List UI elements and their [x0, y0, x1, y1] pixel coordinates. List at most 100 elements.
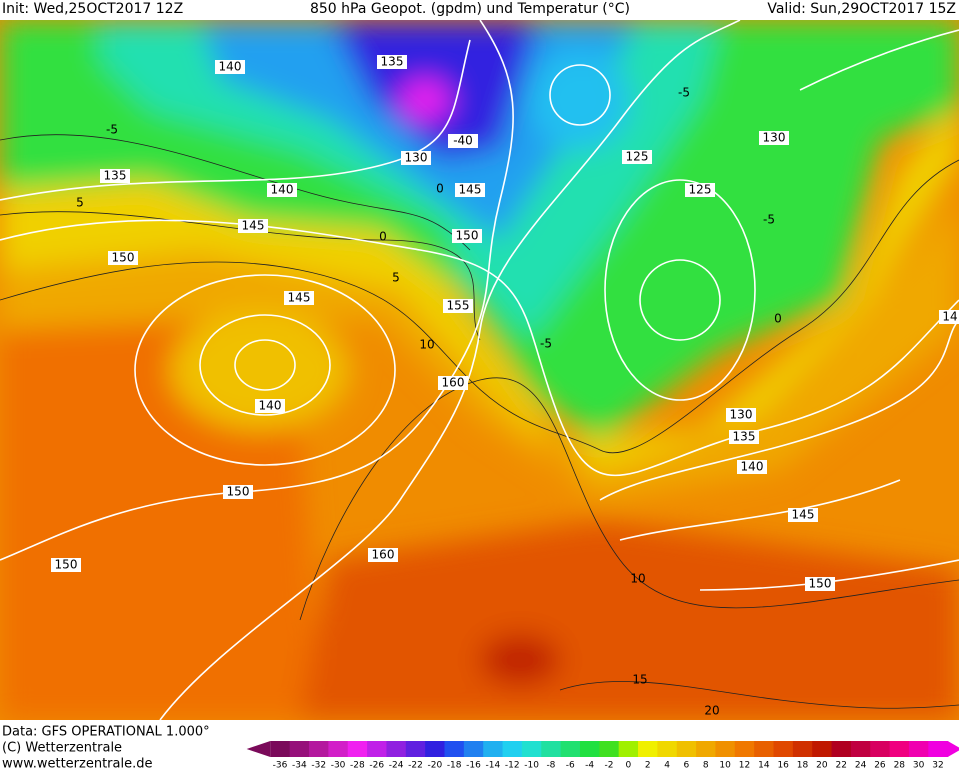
colorbar-label: 12 — [739, 761, 750, 770]
contour-label-box — [685, 183, 715, 197]
isotherm-label: 0 — [379, 230, 387, 244]
colorbar-label: 8 — [703, 761, 709, 770]
contour-label: 130 — [730, 408, 753, 422]
colorbar-label: 6 — [684, 761, 690, 770]
contour-label: 135 — [104, 169, 127, 183]
colorbar-swatch — [405, 741, 426, 757]
contour-label-box — [255, 399, 285, 413]
url: www.wetterzentrale.de — [2, 757, 152, 770]
colorbar-swatch — [386, 741, 407, 757]
colorbar-swatch — [599, 741, 620, 757]
colorbar-label: -8 — [546, 761, 555, 770]
contour-label-box — [452, 229, 482, 243]
colorbar-swatch — [521, 741, 542, 757]
contour-label: 150 — [55, 558, 78, 572]
colorbar-arrow-right — [947, 741, 959, 757]
colorbar-label: 26 — [874, 761, 886, 770]
colorbar-swatch — [754, 741, 774, 757]
contour-label-box — [759, 131, 789, 145]
contour-label-box — [100, 169, 130, 183]
contour-label: 125 — [626, 150, 649, 164]
colorbar-label: -14 — [486, 761, 501, 770]
colorbar-swatch — [638, 741, 658, 757]
colorbar-label: 30 — [913, 761, 925, 770]
colorbar-swatch — [812, 741, 833, 757]
colorbar-swatch — [773, 741, 794, 757]
map-area: 140 1351301401451351501451401501501601601… — [0, 20, 959, 720]
contour-label-box — [726, 408, 756, 422]
colorbar-swatch — [483, 741, 504, 757]
isotherm-label: -5 — [106, 123, 118, 137]
contour-label: 135 — [381, 55, 404, 69]
colorbar: -36 -34 -32 -30 -28 -26 -24 -22 -20 -18 -16 -14 -12-… — [246, 741, 959, 770]
colorbar-swatch — [367, 741, 387, 757]
contour-label-box — [223, 485, 253, 499]
contour-label-box — [805, 577, 835, 591]
contour-label: 150 — [809, 577, 832, 591]
colorbar-label: -12 — [505, 761, 520, 770]
isotherm-label: -5 — [763, 213, 775, 227]
colorbar-label: 10 — [719, 761, 731, 770]
colorbar-label: -16 — [466, 761, 481, 770]
isotherm-label: 5 — [392, 271, 400, 285]
colorbar-swatch — [676, 741, 697, 757]
contour-label: 145 — [792, 508, 815, 522]
contour-label-box — [729, 430, 759, 444]
colorbar-label: -22 — [408, 761, 423, 770]
contour-label-box — [788, 508, 818, 522]
colorbar-label: 2 — [645, 761, 651, 770]
isotherm-label: 10 — [630, 572, 645, 586]
colorbar-swatch — [270, 741, 291, 757]
contour-label: 140 — [741, 460, 764, 474]
isotherm-label: 10 — [419, 338, 434, 352]
contour-label-box — [284, 291, 314, 305]
colorbar-label: 16 — [777, 761, 789, 770]
contour-label-box — [51, 558, 81, 572]
contour-label: 150 — [227, 485, 250, 499]
colorbar-label: -30 — [331, 761, 346, 770]
contour-label-box — [401, 151, 431, 165]
contour-label: 160 — [442, 376, 465, 390]
colorbar-swatch — [579, 741, 600, 757]
isotherm-label: 5 — [76, 196, 84, 210]
contour-label-box — [455, 183, 485, 197]
colorbar-swatch — [289, 741, 310, 757]
contour-label: 155 — [447, 299, 470, 313]
colorbar-label: -24 — [389, 761, 404, 770]
contour-label-box — [737, 460, 767, 474]
colorbar-swatch — [850, 741, 871, 757]
contour-label-box — [368, 548, 398, 562]
colorbar-label: -36 — [273, 761, 288, 770]
contour-label: -40 — [453, 134, 473, 148]
contour-label: 140 — [271, 183, 294, 197]
colorbar-swatch — [328, 741, 349, 757]
colorbar-swatch — [502, 741, 523, 757]
colorbar-label: 18 — [797, 761, 809, 770]
contour-label-box — [443, 299, 473, 313]
contour-label: 150 — [456, 229, 479, 243]
colorbar-swatch — [657, 741, 678, 757]
colorbar-label: 22 — [836, 761, 847, 770]
colorbar-label: 28 — [894, 761, 906, 770]
colorbar-label: -6 — [566, 761, 575, 770]
contour-label-box — [438, 376, 468, 390]
colorbar-swatch — [696, 741, 716, 757]
colorbar-label: -26 — [369, 761, 384, 770]
isotherm-label: 15 — [632, 673, 647, 687]
isotherm-label: -5 — [540, 337, 552, 351]
contour-label: 14 — [942, 310, 957, 324]
isotherm-label: -5 — [678, 86, 690, 100]
colorbar-label: 32 — [932, 761, 943, 770]
contour-label: 160 — [372, 548, 395, 562]
colorbar-label: -2 — [605, 761, 614, 770]
colorbar-swatch — [889, 741, 910, 757]
colorbar-label: 14 — [758, 761, 770, 770]
colorbar-swatch — [928, 741, 949, 757]
contour-label-box — [377, 55, 407, 69]
contour-label-box — [215, 60, 245, 74]
colorbar-label: -10 — [524, 761, 539, 770]
contour-label: 125 — [689, 183, 712, 197]
colorbar-label: -32 — [311, 761, 326, 770]
